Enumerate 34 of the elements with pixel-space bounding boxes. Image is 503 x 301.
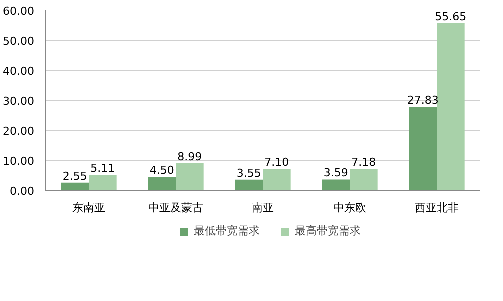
bar bbox=[409, 107, 437, 190]
bar bbox=[350, 168, 378, 190]
x-tick-label: 中东欧 bbox=[334, 202, 366, 214]
bar bbox=[437, 24, 465, 190]
data-label: 55.65 bbox=[435, 10, 467, 24]
y-tick-label: 10.00 bbox=[3, 155, 35, 168]
data-label: 7.18 bbox=[352, 156, 376, 169]
y-tick-label: 50.00 bbox=[3, 35, 35, 48]
x-tick-label: 东南亚 bbox=[72, 202, 106, 214]
x-tick-label: 中亚及蒙古 bbox=[148, 202, 204, 214]
data-label: 2.55 bbox=[62, 170, 88, 183]
bar bbox=[176, 164, 204, 190]
bar bbox=[61, 182, 89, 190]
data-label: 3.59 bbox=[324, 166, 348, 180]
legend-label: 最低带宽需求 bbox=[194, 224, 260, 238]
x-tick-label: 西亚北非 bbox=[415, 202, 459, 214]
y-tick-label: 40.00 bbox=[3, 65, 35, 78]
bar bbox=[263, 169, 291, 190]
bar bbox=[235, 180, 263, 190]
y-tick-label: 30.00 bbox=[3, 95, 35, 108]
bar bbox=[322, 180, 350, 190]
y-tick-label: 20.00 bbox=[3, 125, 35, 138]
data-label: 5.11 bbox=[90, 162, 116, 176]
data-label: 4.50 bbox=[150, 164, 174, 177]
bar bbox=[89, 175, 117, 190]
data-label: 7.10 bbox=[264, 156, 290, 170]
data-label: 3.55 bbox=[236, 166, 262, 180]
y-tick-label: 0.00 bbox=[10, 185, 35, 198]
bar bbox=[148, 177, 176, 190]
data-label: 27.83 bbox=[407, 94, 439, 108]
data-label: 8.99 bbox=[178, 150, 202, 164]
y-tick-label: 60.00 bbox=[3, 5, 35, 18]
x-tick-label: 南亚 bbox=[252, 202, 274, 214]
legend-label: 最高带宽需求 bbox=[295, 224, 361, 238]
